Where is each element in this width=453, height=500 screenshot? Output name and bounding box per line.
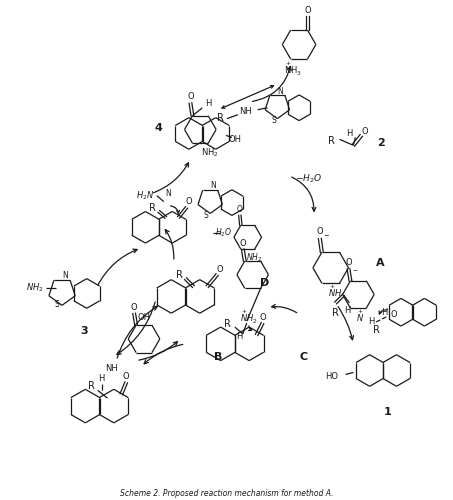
- Text: C: C: [300, 352, 308, 362]
- FancyArrowPatch shape: [117, 306, 157, 358]
- Text: R: R: [332, 308, 339, 318]
- Text: $^{-}$: $^{-}$: [352, 266, 359, 276]
- FancyArrowPatch shape: [170, 206, 179, 213]
- Text: O: O: [259, 312, 266, 322]
- FancyArrowPatch shape: [379, 310, 387, 314]
- Text: H: H: [381, 308, 387, 316]
- Text: NH: NH: [239, 107, 252, 116]
- Text: 1: 1: [384, 407, 392, 417]
- FancyArrowPatch shape: [165, 230, 174, 259]
- Text: R: R: [217, 112, 223, 122]
- Text: O: O: [345, 258, 352, 268]
- FancyArrowPatch shape: [249, 326, 251, 330]
- Text: R: R: [224, 319, 231, 329]
- Text: 3: 3: [80, 326, 87, 336]
- Text: O: O: [362, 127, 369, 136]
- Text: D: D: [260, 278, 269, 287]
- Text: H: H: [98, 374, 105, 383]
- Text: H: H: [346, 129, 353, 138]
- Text: Scheme 2. Proposed reaction mechanism for method A.: Scheme 2. Proposed reaction mechanism fo…: [120, 488, 333, 498]
- Text: B: B: [214, 352, 222, 362]
- FancyArrowPatch shape: [154, 163, 188, 192]
- Text: $NH_2$: $NH_2$: [246, 252, 263, 264]
- FancyArrowPatch shape: [144, 344, 183, 364]
- Text: O: O: [131, 303, 137, 312]
- Text: 4: 4: [155, 122, 163, 132]
- Text: O: O: [240, 238, 246, 248]
- Text: N: N: [165, 189, 171, 198]
- Text: OH: OH: [228, 135, 241, 144]
- Text: $\mathregular{\overset{+}{N}H_3}$: $\mathregular{\overset{+}{N}H_3}$: [284, 60, 302, 78]
- Text: O: O: [237, 205, 243, 214]
- Text: OH: OH: [138, 313, 150, 322]
- Text: $H_2O$: $H_2O$: [215, 227, 231, 239]
- Text: HO: HO: [325, 372, 338, 381]
- Text: N: N: [210, 182, 216, 190]
- Text: R: R: [176, 270, 183, 280]
- Text: O: O: [390, 310, 397, 318]
- Text: H: H: [344, 306, 351, 316]
- Text: O: O: [304, 6, 311, 15]
- FancyArrowPatch shape: [222, 86, 274, 108]
- Text: R: R: [149, 202, 156, 212]
- Text: O: O: [317, 227, 323, 236]
- FancyArrowPatch shape: [139, 342, 178, 360]
- Text: $\mathregular{NH_2}$: $\mathregular{NH_2}$: [201, 147, 219, 160]
- Text: NH: NH: [105, 364, 118, 373]
- Text: N: N: [62, 271, 68, 280]
- Text: $^{-}$: $^{-}$: [323, 234, 330, 243]
- Text: A: A: [376, 258, 385, 268]
- Text: S: S: [271, 116, 276, 125]
- Text: $NH_2$: $NH_2$: [25, 282, 43, 294]
- FancyArrowPatch shape: [338, 306, 353, 340]
- FancyArrowPatch shape: [292, 177, 316, 212]
- Text: N: N: [277, 88, 283, 96]
- Text: $\overset{+}{N}$: $\overset{+}{N}$: [357, 308, 364, 324]
- Text: H: H: [205, 100, 212, 108]
- FancyArrowPatch shape: [272, 304, 297, 312]
- FancyArrowPatch shape: [98, 249, 137, 285]
- FancyArrowPatch shape: [252, 66, 291, 102]
- Text: H: H: [236, 332, 242, 342]
- Text: O: O: [217, 266, 223, 274]
- Text: $\overset{+}{N}H$: $\overset{+}{N}H$: [328, 282, 343, 300]
- Text: S: S: [55, 300, 59, 309]
- Text: $\overset{+}{N}H_2$: $\overset{+}{N}H_2$: [240, 308, 258, 326]
- Text: S: S: [204, 211, 209, 220]
- Text: O: O: [185, 197, 192, 206]
- FancyArrowPatch shape: [117, 302, 155, 354]
- Text: O: O: [187, 92, 194, 100]
- Text: R: R: [373, 325, 380, 335]
- Text: $- H_2O$: $- H_2O$: [295, 172, 323, 185]
- Text: 2: 2: [377, 138, 385, 148]
- Text: R: R: [88, 382, 95, 392]
- Text: O: O: [123, 372, 130, 381]
- Text: $H_2N$: $H_2N$: [136, 190, 154, 202]
- Text: R: R: [328, 136, 335, 146]
- Text: H: H: [368, 318, 374, 326]
